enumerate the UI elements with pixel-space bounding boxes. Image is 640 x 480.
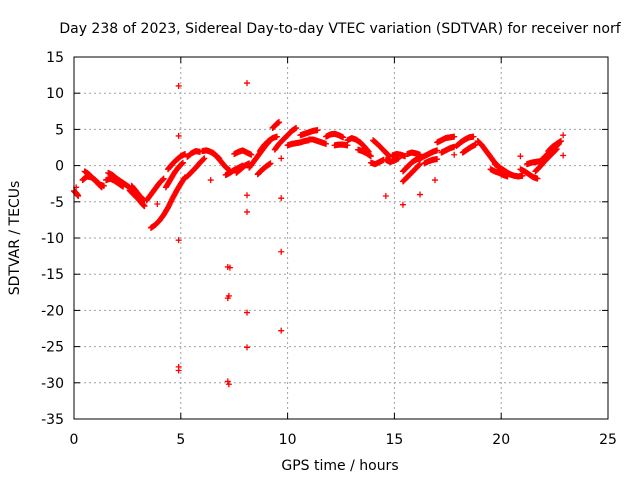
y-tick-label: 10 xyxy=(46,86,64,102)
data-point xyxy=(278,327,285,334)
data-point xyxy=(179,159,186,166)
data-point xyxy=(470,133,477,140)
data-point xyxy=(248,151,255,158)
data-point xyxy=(367,153,374,160)
data-point xyxy=(293,124,300,131)
y-tick-label: -10 xyxy=(41,231,64,247)
data-point xyxy=(323,140,330,147)
y-tick-label: 5 xyxy=(55,122,64,138)
data-point xyxy=(434,156,441,163)
x-tick-label: 10 xyxy=(279,432,297,448)
axis-ticks: 0 5 10 15 20 25 15 10 5 0 -5 -10 -15 -20 -25 -30 -35 xyxy=(41,50,617,448)
data-point xyxy=(244,80,251,87)
data-point xyxy=(431,177,438,184)
chart-title: Day 238 of 2023, Sidereal Day-to-day VTE… xyxy=(59,21,621,37)
data-point xyxy=(344,142,351,149)
data-point xyxy=(75,193,82,200)
data-point xyxy=(201,155,208,162)
y-tick-label: -25 xyxy=(41,340,64,356)
data-point xyxy=(382,193,389,200)
data-point xyxy=(175,82,182,89)
data-point xyxy=(278,195,285,202)
x-tick-label: 15 xyxy=(385,432,403,448)
data-point xyxy=(273,133,280,140)
data-point xyxy=(451,133,458,140)
y-axis-label: SDTVAR / TECUs xyxy=(7,181,23,296)
data-point xyxy=(175,237,182,244)
data-point xyxy=(278,155,285,162)
data-point xyxy=(267,160,274,167)
data-point xyxy=(224,378,231,385)
x-tick-label: 20 xyxy=(492,432,510,448)
data-point xyxy=(98,184,105,191)
data-point xyxy=(175,367,182,374)
data-point xyxy=(175,132,182,139)
data-point xyxy=(244,208,251,215)
data-point xyxy=(560,152,567,159)
y-tick-label: 15 xyxy=(46,50,64,66)
x-tick-label: 25 xyxy=(599,432,617,448)
data-point xyxy=(226,264,233,271)
data-point xyxy=(154,200,161,207)
data-point xyxy=(340,134,347,141)
y-tick-label: -35 xyxy=(41,412,64,428)
x-tick-label: 5 xyxy=(176,432,185,448)
y-tick-label: -15 xyxy=(41,267,64,283)
data-point xyxy=(276,119,283,126)
data-point xyxy=(558,137,565,144)
y-tick-label: -5 xyxy=(50,195,64,211)
data-point xyxy=(451,151,458,158)
data-point xyxy=(417,161,424,168)
data-point xyxy=(417,191,424,198)
data-points xyxy=(71,80,567,388)
data-point xyxy=(399,201,406,208)
data-point xyxy=(160,175,167,182)
data-point xyxy=(519,172,526,179)
y-tick-label: 0 xyxy=(55,159,64,175)
data-point xyxy=(207,177,214,184)
data-point xyxy=(278,248,285,255)
x-tick-label: 0 xyxy=(70,432,79,448)
y-tick-label: -20 xyxy=(41,303,64,319)
data-point xyxy=(434,147,441,154)
grid xyxy=(74,57,608,419)
data-point xyxy=(560,132,567,139)
data-point xyxy=(517,153,524,160)
data-point xyxy=(225,381,232,388)
data-point xyxy=(314,127,321,134)
y-tick-label: -30 xyxy=(41,376,64,392)
data-point xyxy=(141,203,148,210)
data-point xyxy=(244,344,251,351)
data-point xyxy=(225,292,232,299)
data-point xyxy=(244,309,251,316)
data-point xyxy=(244,192,251,199)
data-point xyxy=(472,141,479,148)
data-point xyxy=(534,175,541,182)
x-axis-label: GPS time / hours xyxy=(281,458,398,474)
